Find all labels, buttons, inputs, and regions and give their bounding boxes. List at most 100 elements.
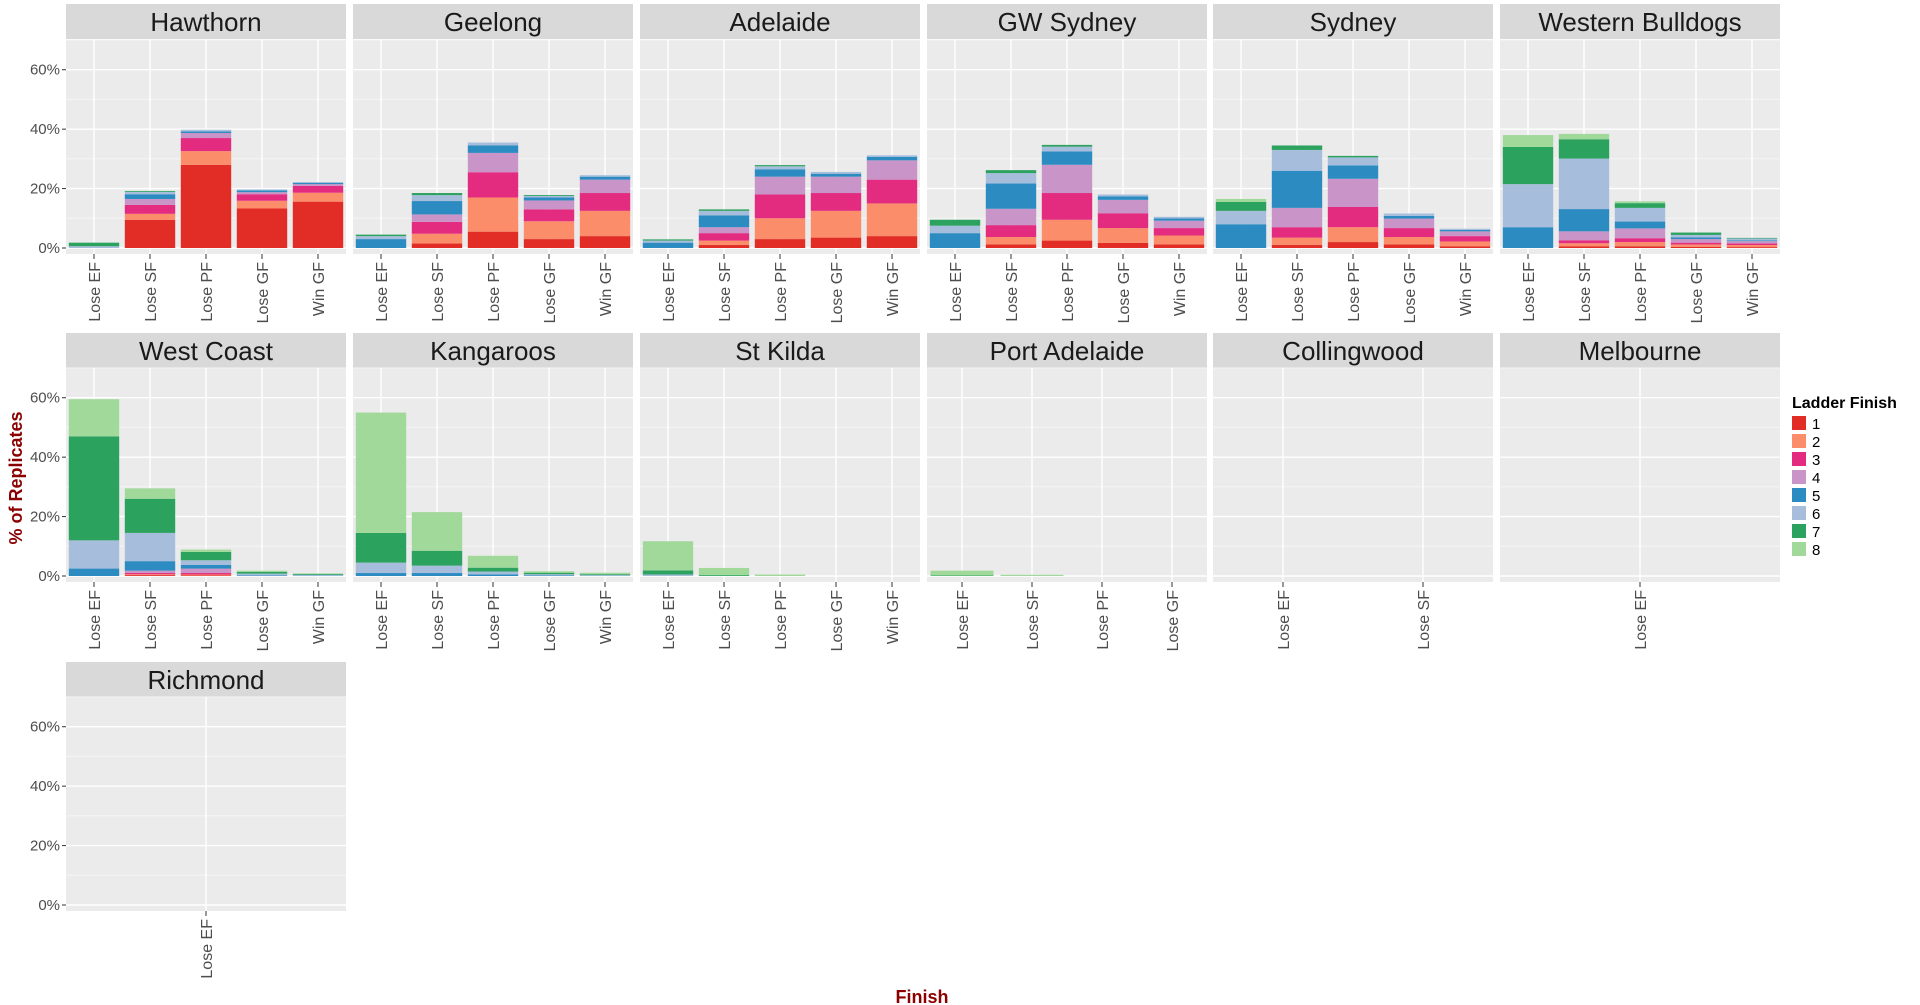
bar-segment-ladder-7 xyxy=(1670,232,1722,235)
bar-segment-ladder-6 xyxy=(292,574,344,576)
bar-segment-ladder-3 xyxy=(1383,228,1435,238)
facet-strip xyxy=(1213,4,1493,39)
bar-segment-ladder-5 xyxy=(1439,229,1491,232)
bar-segment-ladder-8 xyxy=(930,570,994,576)
bar-segment-ladder-3 xyxy=(1558,240,1610,244)
bar-segment-ladder-5 xyxy=(929,233,981,248)
bar-segment-ladder-5 xyxy=(698,215,750,228)
facet-panel: GW Sydney Lose EF Lose SF Lose PF Lose GF Win… xyxy=(927,4,1207,323)
bar-segment-ladder-8 xyxy=(236,570,288,572)
bar-segment-ladder-2 xyxy=(1271,237,1323,246)
x-tick-label: Lose GF xyxy=(829,262,846,324)
bar-segment-ladder-5 xyxy=(236,575,288,576)
x-tick-label: Lose SF xyxy=(717,262,734,322)
bar-segment-ladder-6 xyxy=(124,191,176,195)
bar-segment-ladder-5 xyxy=(1215,224,1267,248)
facet-strip xyxy=(353,4,633,39)
bar-segment-ladder-3 xyxy=(236,194,288,201)
facet-panel: Kangaroos Lose EF Lose SF Lose PF Lose GF Win… xyxy=(353,333,633,651)
x-tick-label: Lose SF xyxy=(430,590,447,650)
legend-title: Ladder Finish xyxy=(1792,395,1897,412)
bar-segment-ladder-1 xyxy=(124,219,176,248)
bar-segment-ladder-5 xyxy=(754,169,806,177)
bar-segment-ladder-2 xyxy=(1558,243,1610,247)
bar-segment-ladder-1 xyxy=(1153,244,1205,248)
bar-segment-ladder-3 xyxy=(124,204,176,214)
bar-segment-ladder-4 xyxy=(180,568,232,574)
bar-segment-ladder-4 xyxy=(1383,218,1435,229)
bar-segment-ladder-7 xyxy=(523,572,575,575)
bar-segment-ladder-6 xyxy=(698,210,750,216)
legend-swatch xyxy=(1792,488,1806,502)
facet-strip xyxy=(640,4,920,39)
bar-segment-ladder-7 xyxy=(180,551,232,561)
x-tick-label: Lose SF xyxy=(1416,590,1433,650)
y-tick-label: 0% xyxy=(38,568,60,585)
x-tick-label: Win GF xyxy=(1172,262,1189,316)
y-tick-label: 0% xyxy=(38,240,60,257)
x-tick-label: Lose GF xyxy=(255,590,272,652)
bar-segment-ladder-3 xyxy=(523,209,575,222)
bar-segment-ladder-2 xyxy=(1153,235,1205,245)
bar-segment-ladder-6 xyxy=(1439,228,1491,230)
facet-title: Western Bulldogs xyxy=(1538,7,1741,37)
bar-segment-ladder-6 xyxy=(523,574,575,576)
x-tick-label: Lose SF xyxy=(430,262,447,322)
bar-segment-ladder-8 xyxy=(292,573,344,574)
facet-strip xyxy=(927,333,1207,368)
x-tick-label: Lose GF xyxy=(1165,590,1182,652)
bar-segment-ladder-8 xyxy=(642,541,694,571)
bar-segment-ladder-7 xyxy=(467,567,519,572)
bar-segment-ladder-5 xyxy=(292,182,344,185)
y-tick-label: 20% xyxy=(30,838,60,855)
bar-segment-ladder-1 xyxy=(411,243,463,248)
bar-segment-ladder-7 xyxy=(355,532,407,563)
bar-segment-ladder-5 xyxy=(1502,227,1554,248)
y-tick-label: 20% xyxy=(30,509,60,526)
bar-segment-ladder-7 xyxy=(1502,146,1554,185)
x-tick-label: Lose GF xyxy=(1402,262,1419,324)
bar-segment-ladder-3 xyxy=(579,193,631,211)
facet-title: West Coast xyxy=(139,336,274,366)
bar-segment-ladder-3 xyxy=(1327,206,1379,228)
facet-panel: Port Adelaide Lose EF Lose SF Lose PF Lose G… xyxy=(927,333,1207,651)
bar-segment-ladder-5 xyxy=(180,565,232,569)
bar-segment-ladder-4 xyxy=(523,200,575,210)
bar-segment-ladder-6 xyxy=(642,574,694,576)
facets-layer: Hawthorn Lose EF Lose SF Lose PF Lose GF Win … xyxy=(30,4,1780,979)
bar-segment-ladder-5 xyxy=(355,239,407,248)
bar-segment-ladder-3 xyxy=(1670,242,1722,245)
bar-segment-ladder-6 xyxy=(1502,184,1554,228)
bar-segment-ladder-6 xyxy=(810,171,862,174)
bar-segment-ladder-8 xyxy=(1000,574,1064,576)
facet-strip xyxy=(640,333,920,368)
bar-segment-ladder-6 xyxy=(1153,216,1205,219)
x-tick-label: Lose SF xyxy=(143,262,160,322)
bar-segment-ladder-6 xyxy=(523,196,575,198)
x-tick-label: Lose EF xyxy=(661,590,678,650)
x-tick-label: Lose GF xyxy=(255,262,272,324)
bar-segment-ladder-7 xyxy=(68,242,120,247)
panel-background xyxy=(1213,368,1493,582)
x-tick-label: Lose EF xyxy=(374,262,391,322)
x-tick-label: Lose GF xyxy=(542,590,559,652)
bar-segment-ladder-7 xyxy=(1041,144,1093,147)
x-tick-label: Lose SF xyxy=(1004,262,1021,322)
bar-segment-ladder-3 xyxy=(292,185,344,193)
bar-segment-ladder-6 xyxy=(1726,238,1778,241)
bar-segment-ladder-4 xyxy=(1041,164,1093,194)
x-tick-label: Lose PF xyxy=(1095,590,1112,650)
y-tick-label: 0% xyxy=(38,897,60,914)
bar-segment-ladder-7 xyxy=(930,575,994,576)
bar-segment-ladder-7 xyxy=(1558,139,1610,159)
bar-segment-ladder-4 xyxy=(124,198,176,205)
x-tick-label: Win GF xyxy=(311,262,328,316)
bar-segment-ladder-5 xyxy=(1670,237,1722,240)
bar-segment-ladder-6 xyxy=(1670,234,1722,238)
bar-segment-ladder-6 xyxy=(1041,146,1093,152)
x-tick-label: Win GF xyxy=(1745,262,1762,316)
bar-segment-ladder-6 xyxy=(411,565,463,574)
bar-segment-ladder-7 xyxy=(411,550,463,566)
bar-segment-ladder-5 xyxy=(411,573,463,576)
